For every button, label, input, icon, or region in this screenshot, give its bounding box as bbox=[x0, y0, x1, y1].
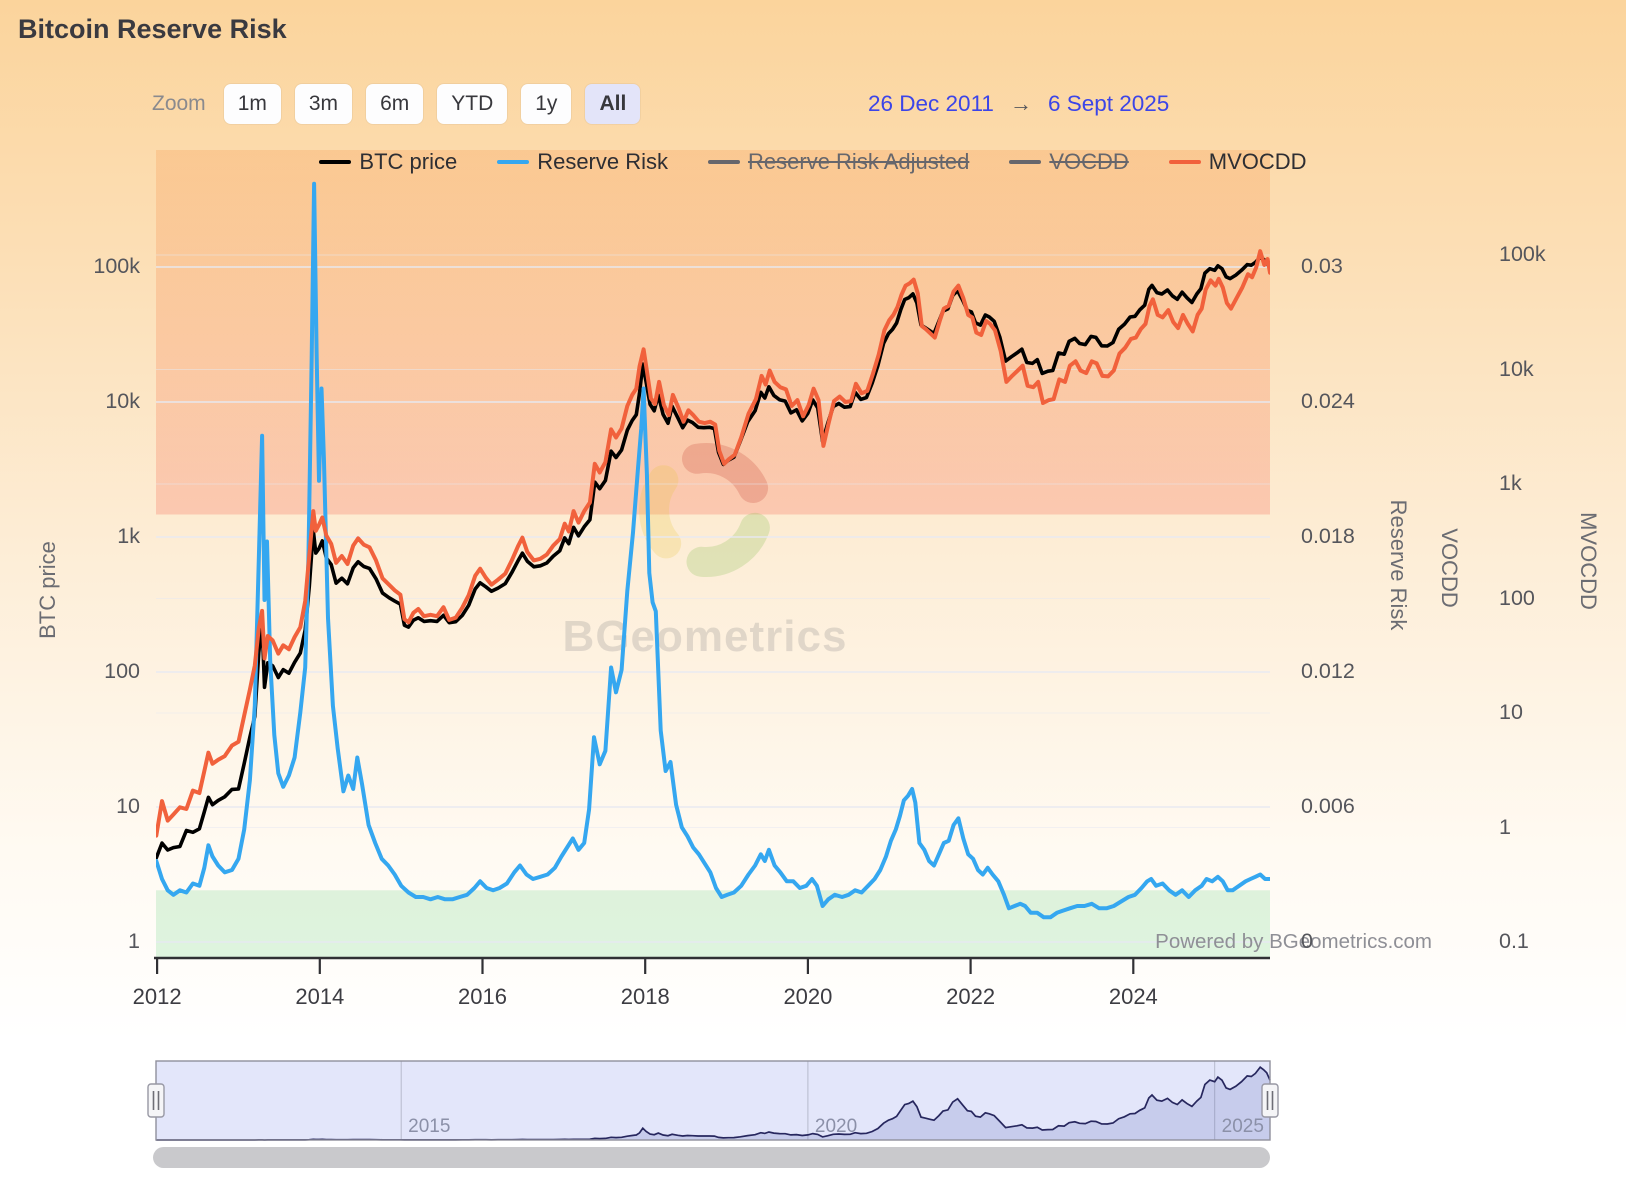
legend-item-mvocdd[interactable]: MVOCDD bbox=[1168, 149, 1307, 175]
axis-title-vocdd: VOCDD bbox=[1437, 528, 1462, 608]
watermark-text: BGeometrics bbox=[562, 612, 848, 661]
legend-label: MVOCDD bbox=[1208, 149, 1307, 174]
reserve-risk-axis-tick-label: 0.006 bbox=[1301, 794, 1355, 818]
undervalued-plot-band bbox=[156, 890, 1270, 959]
overvalued-plot-band bbox=[156, 150, 1270, 515]
mvocdd-axis-tick-label: 1k bbox=[1499, 471, 1522, 495]
chart-legend: BTC price Reserve Risk Reserve Risk Adju… bbox=[0, 149, 1626, 175]
mvocdd-axis-tick-label: 100 bbox=[1499, 585, 1535, 610]
reserve-risk-axis-tick-label: 0.024 bbox=[1301, 389, 1355, 413]
navigator-left-handle[interactable] bbox=[147, 1083, 165, 1118]
range-end-date[interactable]: 6 Sept 2025 bbox=[1047, 91, 1170, 116]
legend-label: Reserve Risk bbox=[537, 149, 669, 174]
mvocdd-axis-tick-label: 100k bbox=[1499, 242, 1546, 266]
btc-axis-tick-label: 10 bbox=[116, 794, 140, 818]
zoom-label: Zoom bbox=[152, 92, 206, 115]
x-axis-year-label: 2020 bbox=[783, 984, 833, 1009]
x-axis-year-label: 2014 bbox=[295, 984, 345, 1009]
axis-title-reserve-risk: Reserve Risk bbox=[1386, 499, 1411, 631]
btc-axis-tick-label: 100 bbox=[104, 659, 140, 683]
zoom-button-all[interactable]: All bbox=[585, 84, 641, 124]
x-axis-year-label: 2018 bbox=[620, 984, 670, 1009]
btc-price-line-marker-icon bbox=[319, 160, 352, 164]
x-axis-year-label: 2016 bbox=[458, 984, 507, 1009]
legend-label: Reserve Risk Adjusted bbox=[748, 149, 970, 174]
mvocdd-axis-tick-label: 10k bbox=[1499, 356, 1534, 381]
zoom-button-6m[interactable]: 6m bbox=[366, 84, 424, 124]
vocdd-line-marker-icon bbox=[1009, 160, 1042, 164]
navigator-year-label: 2025 bbox=[1221, 1116, 1264, 1137]
reserve-risk-axis-tick-label: 0.012 bbox=[1301, 659, 1355, 683]
mvocdd-axis-tick-label: 10 bbox=[1499, 700, 1523, 724]
navigator-right-handle[interactable] bbox=[1261, 1083, 1279, 1118]
x-axis-year-label: 2024 bbox=[1108, 984, 1158, 1009]
zoom-button-1y[interactable]: 1y bbox=[521, 84, 572, 124]
zoom-button-ytd[interactable]: YTD bbox=[437, 84, 508, 124]
btc-axis-tick-label: 100k bbox=[93, 254, 140, 278]
reserve-risk-axis-tick-label: 0.018 bbox=[1301, 524, 1355, 548]
x-axis-year-label: 2022 bbox=[946, 984, 996, 1009]
legend-item-reserve-risk-adjusted[interactable]: Reserve Risk Adjusted bbox=[708, 149, 969, 175]
range-start-date[interactable]: 26 Dec 2011 bbox=[868, 91, 994, 116]
navigator-mask[interactable] bbox=[156, 1061, 1270, 1140]
reserve-risk-line-marker-icon bbox=[497, 160, 530, 164]
mvocdd-line bbox=[156, 249, 1270, 838]
btc-axis-tick-label: 1k bbox=[117, 524, 140, 548]
powered-by-note: Powered by BGeometrics.com bbox=[1155, 930, 1432, 953]
zoom-button-3m[interactable]: 3m bbox=[294, 84, 353, 124]
mvocdd-axis-tick-label: 0.1 bbox=[1499, 929, 1529, 953]
mvocdd-axis-tick-label: 1 bbox=[1499, 814, 1511, 839]
zoom-button-1m[interactable]: 1m bbox=[223, 84, 281, 124]
navigator-year-label: 2015 bbox=[408, 1116, 451, 1137]
reserve-risk-axis-tick-label: 0 bbox=[1301, 929, 1313, 953]
btc-axis-tick-label: 10k bbox=[105, 389, 140, 413]
zoom-range-toolbar: Zoom 1m 3m 6m YTD 1y All bbox=[152, 84, 641, 124]
date-range: 26 Dec 2011 → 6 Sept 2025 bbox=[868, 84, 1169, 124]
reserve-risk-adjusted-line-marker-icon bbox=[708, 160, 741, 164]
page-title: Bitcoin Reserve Risk bbox=[18, 14, 287, 44]
legend-item-vocdd[interactable]: VOCDD bbox=[1009, 149, 1129, 175]
legend-item-reserve-risk[interactable]: Reserve Risk bbox=[497, 149, 668, 175]
legend-item-btc-price[interactable]: BTC price bbox=[319, 149, 457, 175]
reserve-risk-axis-tick-label: 0.03 bbox=[1301, 254, 1343, 278]
range-arrow-icon: → bbox=[1009, 91, 1032, 116]
scrollbar-thumb[interactable] bbox=[153, 1147, 1270, 1168]
x-axis-year-label: 2012 bbox=[132, 984, 182, 1009]
reserve-risk-line bbox=[156, 181, 1270, 920]
legend-label: BTC price bbox=[359, 149, 458, 174]
navigator-area bbox=[156, 1067, 1270, 1140]
legend-label: VOCDD bbox=[1049, 149, 1129, 174]
btc-axis-tick-label: 1 bbox=[128, 929, 140, 953]
mvocdd-line-marker-icon bbox=[1168, 160, 1201, 164]
navigator-year-label: 2020 bbox=[814, 1116, 858, 1137]
